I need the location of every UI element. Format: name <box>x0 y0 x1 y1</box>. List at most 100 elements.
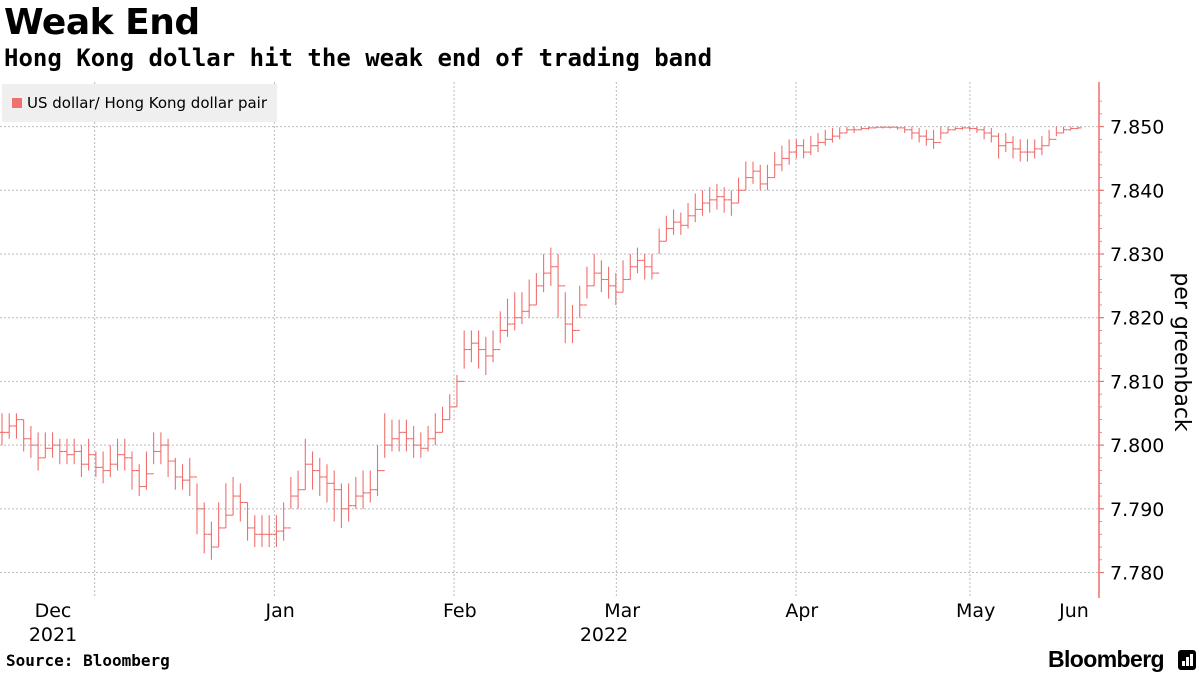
y-tick-label: 7.840 <box>1110 180 1164 202</box>
ohlc-bar <box>951 126 959 131</box>
ohlc-bar <box>20 419 28 452</box>
ohlc-bar <box>547 247 555 286</box>
ohlc-bar <box>568 304 576 344</box>
ohlc-bar <box>576 285 584 331</box>
ohlc-bar <box>489 330 497 363</box>
ohlc-bar <box>821 129 829 146</box>
ohlc-bar <box>128 451 136 490</box>
ohlc-bar <box>518 292 526 325</box>
legend-swatch <box>12 98 22 108</box>
ohlc-bar <box>280 502 288 541</box>
ohlc-bar <box>207 521 215 560</box>
ohlc-bar <box>114 438 122 471</box>
y-tick-label: 7.830 <box>1110 244 1164 266</box>
bloomberg-terminal-icon <box>1178 650 1196 670</box>
ohlc-bar <box>713 183 721 210</box>
ohlc-bar <box>345 483 353 522</box>
ohlc-bar <box>1016 139 1024 162</box>
ohlc-bar <box>171 457 179 490</box>
ohlc-bar <box>475 330 483 369</box>
ohlc-bar <box>735 177 743 204</box>
ohlc-bar <box>958 126 966 130</box>
ohlc-bar <box>323 464 331 503</box>
ohlc-bar <box>698 190 706 216</box>
ohlc-bar <box>439 406 447 433</box>
ohlc-bar <box>244 501 252 541</box>
ohlc-bar <box>800 139 808 159</box>
ohlc-bar <box>467 330 475 363</box>
ohlc-bar <box>865 126 873 130</box>
ohlc-bar <box>742 161 750 191</box>
ohlc-bar <box>633 247 641 274</box>
ohlc-bar <box>966 126 974 131</box>
y-axis-title: per greenback <box>1169 272 1194 432</box>
ohlc-bar <box>63 438 71 465</box>
ohlc-bar <box>388 419 396 452</box>
ohlc-bar <box>987 127 995 143</box>
ohlc-bar <box>179 464 187 490</box>
ohlc-bar <box>272 515 280 548</box>
ohlc-bar <box>330 470 338 522</box>
ohlc-bar <box>359 470 367 509</box>
ohlc-bar <box>597 260 605 293</box>
chart-title: Weak End <box>4 2 200 43</box>
ohlc-bar <box>1023 139 1031 162</box>
grid-lines <box>0 82 1098 598</box>
ohlc-bar <box>164 438 172 477</box>
ohlc-bar <box>410 426 418 458</box>
ohlc-bar <box>814 132 822 153</box>
ohlc-bar <box>612 273 620 305</box>
ohlc-bar <box>525 279 533 318</box>
ohlc-bar <box>49 432 57 458</box>
ohlc-bar <box>886 126 894 129</box>
ohlc-bar <box>511 292 519 331</box>
brand-logo-text: Bloomberg <box>1048 646 1165 672</box>
ohlc-bar <box>431 413 439 446</box>
x-tick-label: Jan <box>265 600 295 622</box>
ohlc-bar <box>453 375 461 408</box>
ohlc-bar <box>706 187 714 213</box>
ohlc-bar <box>915 127 923 143</box>
ohlc-bar <box>828 127 836 143</box>
ohlc-bar <box>99 451 107 484</box>
ohlc-bar <box>1009 136 1017 159</box>
ohlc-bar <box>5 413 13 439</box>
ohlc-bar <box>1060 126 1068 134</box>
y-axis: 7.780 7.790 7.800 7.810 7.820 7.830 7.840 7.850 <box>1098 82 1164 598</box>
ohlc-bar <box>850 126 858 133</box>
ohlc-bar <box>662 215 670 242</box>
ohlc-bar <box>727 190 735 216</box>
ohlc-bar <box>56 438 64 465</box>
ohlc-bar <box>374 445 382 497</box>
ohlc-bar <box>193 476 201 535</box>
ohlc-bar <box>121 438 129 471</box>
ohlc-bar <box>417 432 425 458</box>
ohlc-bar <box>142 451 150 490</box>
ohlc-bar <box>135 464 143 497</box>
ohlc-bar <box>316 457 324 497</box>
ohlc-bar <box>1052 126 1060 140</box>
y-tick-label: 7.810 <box>1110 371 1164 393</box>
y-tick-label: 7.820 <box>1110 308 1164 330</box>
ohlc-bar <box>908 126 916 140</box>
ohlc-bar <box>287 476 295 529</box>
ohlc-bar <box>424 426 432 452</box>
ohlc-bar <box>460 330 468 382</box>
ohlc-bar <box>554 254 562 318</box>
ohlc-bar <box>944 126 952 134</box>
ohlc-bar <box>12 413 20 439</box>
ohlc-bars <box>0 126 1082 560</box>
ohlc-bar <box>41 432 49 459</box>
ohlc-bar <box>930 129 938 149</box>
ohlc-bar <box>366 470 374 503</box>
ohlc-bar <box>590 254 598 287</box>
ohlc-bar <box>792 139 800 159</box>
ohlc-bar <box>1038 136 1046 156</box>
ohlc-bar <box>778 145 786 172</box>
ohlc-bar <box>1031 139 1039 159</box>
legend: US dollar/ Hong Kong dollar pair <box>2 84 278 122</box>
ohlc-bar <box>301 438 309 491</box>
ohlc-bar <box>605 266 613 299</box>
ohlc-bar <box>258 515 266 548</box>
ohlc-bar <box>27 426 35 458</box>
